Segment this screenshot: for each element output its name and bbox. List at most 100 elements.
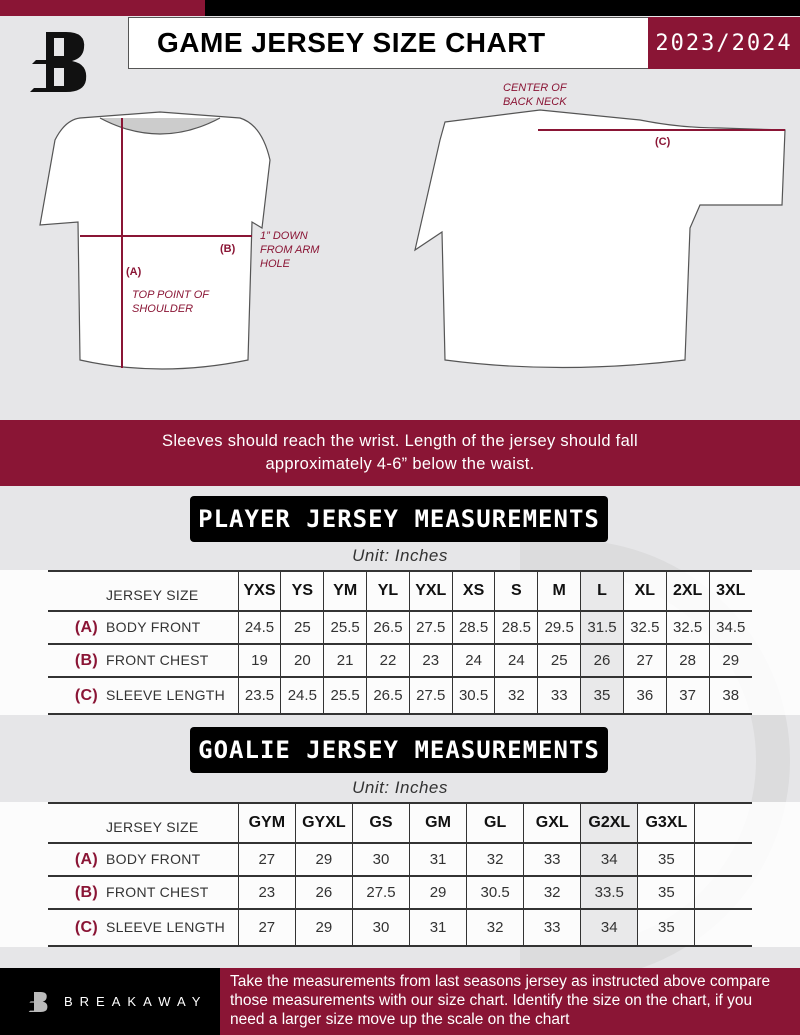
size-column-header: YXS	[237, 570, 281, 612]
measurement-value: 31	[408, 842, 467, 877]
measurement-code: (A)	[74, 850, 98, 868]
measurement-value: 35	[637, 908, 695, 947]
measurement-value: 33	[523, 842, 581, 877]
season-label: 2023/2024	[648, 17, 800, 69]
table-row: (C) SLEEVE LENGTH 27 29 30 31 32 33 34 35	[48, 908, 752, 947]
measurement-value: 27	[622, 643, 667, 678]
measurement-value: 38	[708, 676, 752, 715]
measurement-value: 32.5	[622, 610, 667, 645]
size-column-header: YL	[366, 570, 410, 612]
measurement-code: (C)	[74, 686, 98, 704]
size-column-header: YM	[323, 570, 367, 612]
measurement-value: 26	[580, 643, 624, 678]
measurement-value: 22	[366, 643, 410, 678]
measurement-value	[694, 842, 752, 877]
measurement-value: 30.5	[466, 875, 524, 910]
page-title: GAME JERSEY SIZE CHART	[128, 17, 650, 69]
measurement-value: 23	[408, 643, 453, 678]
measurement-value: 29	[294, 908, 353, 947]
size-column-header: XL	[622, 570, 667, 612]
size-column-header: GL	[466, 802, 524, 844]
marker-c: (C)	[655, 136, 671, 148]
brand-logo	[28, 28, 94, 96]
measurement-value: 26	[294, 875, 353, 910]
measurement-value: 32	[466, 842, 524, 877]
size-header-label: JERSEY SIZE	[48, 570, 239, 612]
measurement-value: 26.5	[366, 676, 410, 715]
size-column-header	[694, 802, 752, 844]
measurement-label: FRONT CHEST	[106, 883, 209, 900]
measurement-value: 29	[294, 842, 353, 877]
measurement-code: (B)	[74, 883, 98, 901]
measurement-value: 24.5	[280, 676, 324, 715]
measurement-value: 25	[537, 643, 581, 678]
measurement-code: (B)	[74, 651, 98, 669]
measurement-value: 32	[466, 908, 524, 947]
top-bar-dark	[205, 0, 800, 16]
measurement-value: 32	[494, 676, 538, 715]
measurement-value: 34	[580, 908, 638, 947]
measurement-value: 25	[280, 610, 324, 645]
measurement-value: 25.5	[323, 610, 367, 645]
size-column-header: GYXL	[294, 802, 353, 844]
footer-logo-icon	[28, 991, 48, 1012]
measurement-value: 36	[622, 676, 667, 715]
marker-a: (A)	[126, 266, 142, 278]
measurement-value: 23.5	[237, 676, 281, 715]
player-unit: Unit: Inches	[352, 546, 448, 565]
measurement-label: BODY FRONT	[106, 850, 201, 867]
measurement-value: 34	[580, 842, 638, 877]
table-row: (A) BODY FRONT 27 29 30 31 32 33 34 35	[48, 842, 752, 877]
table-row: (C) SLEEVE LENGTH 23.5 24.5 25.5 26.5 27.5 30.5…	[48, 676, 752, 715]
banner-line-1: Sleeves should reach the wrist. Length o…	[162, 432, 638, 450]
measurement-value: 34.5	[708, 610, 752, 645]
measurement-value: 33.5	[580, 875, 638, 910]
measurement-value: 23	[237, 875, 296, 910]
measurement-value: 35	[637, 842, 695, 877]
size-column-header: GM	[408, 802, 467, 844]
measurement-value: 35	[580, 676, 624, 715]
measurement-value: 24.5	[237, 610, 281, 645]
measurement-label: SLEEVE LENGTH	[106, 918, 226, 935]
size-column-header: S	[494, 570, 538, 612]
fit-instructions-banner: Sleeves should reach the wrist. Length o…	[0, 420, 800, 486]
size-column-header: 2XL	[665, 570, 710, 612]
measurement-code: (A)	[74, 618, 98, 636]
jersey-front-diagram	[39, 109, 786, 370]
measurement-value: 30.5	[451, 676, 495, 715]
measurement-value: 27	[237, 842, 296, 877]
measurement-value: 28	[665, 643, 710, 678]
player-size-table: JERSEY SIZE YXS YS YM YL YXL XS S M L XL 2XL 3XL (A) B…	[48, 570, 752, 715]
measurement-value: 20	[280, 643, 324, 678]
measurement-value	[694, 875, 752, 910]
measurement-value: 29	[408, 875, 467, 910]
size-column-header: G2XL	[580, 802, 638, 844]
size-column-header: YXL	[408, 570, 453, 612]
measurement-value: 24	[494, 643, 538, 678]
size-column-header: YS	[280, 570, 324, 612]
goalie-size-table: JERSEY SIZE GYM GYXL GS GM GL GXL G2XL G3XL (A) BO…	[48, 802, 752, 947]
goalie-unit: Unit: Inches	[352, 778, 448, 797]
measurement-value: 25.5	[323, 676, 367, 715]
measurement-value: 30	[351, 842, 410, 877]
measurement-label: FRONT CHEST	[106, 651, 209, 668]
size-header-label: JERSEY SIZE	[48, 802, 239, 844]
measurement-value: 32	[523, 875, 581, 910]
measurement-value: 30	[351, 908, 410, 947]
size-column-header: G3XL	[637, 802, 695, 844]
goalie-heading: GOALIE JERSEY MEASUREMENTS	[190, 727, 608, 773]
size-column-header: GXL	[523, 802, 581, 844]
measurement-value: 27.5	[351, 875, 410, 910]
measurement-value: 19	[237, 643, 281, 678]
top-bar-accent	[0, 0, 205, 16]
table-row: (A) BODY FRONT 24.5 25 25.5 26.5 27.5 28.5 28.5 2…	[48, 610, 752, 645]
measurement-value: 35	[637, 875, 695, 910]
measurement-value: 29.5	[537, 610, 581, 645]
measurement-value: 32.5	[665, 610, 710, 645]
size-column-header: XS	[451, 570, 495, 612]
size-column-header: GS	[351, 802, 410, 844]
size-column-header: M	[537, 570, 581, 612]
table-row: (B) FRONT CHEST 19 20 21 22 23 24 24 25 26 27 28 29	[48, 643, 752, 678]
back-neck-note: CENTER OF BACK NECK	[503, 82, 567, 108]
measurement-value: 29	[708, 643, 752, 678]
